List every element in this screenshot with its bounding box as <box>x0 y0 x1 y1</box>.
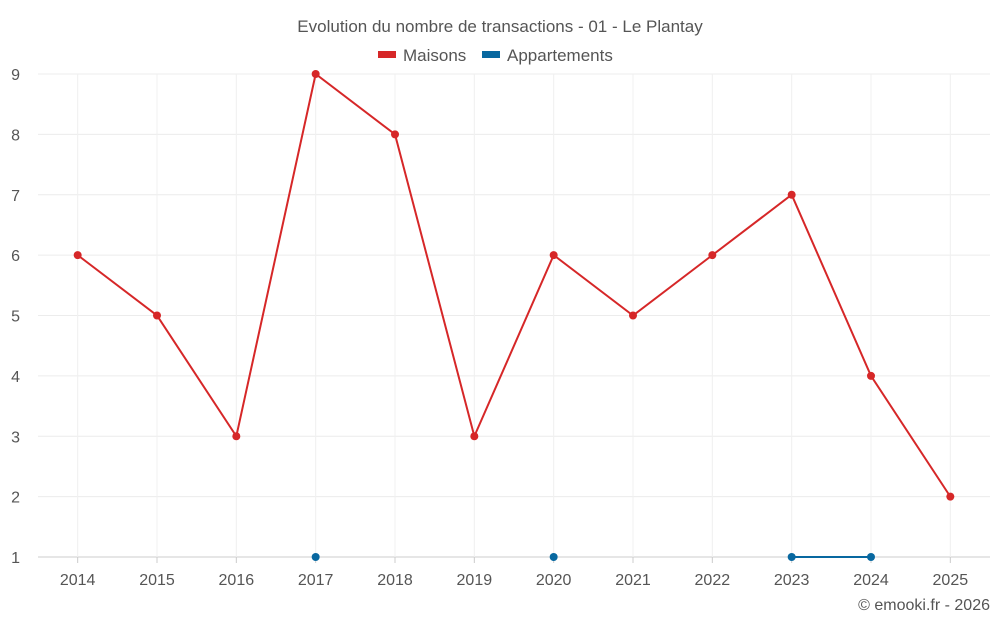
y-tick-label: 8 <box>11 127 20 144</box>
data-point <box>470 432 479 441</box>
data-point <box>867 553 875 561</box>
chart-title: Evolution du nombre de transactions - 01… <box>297 17 703 36</box>
series-group <box>73 70 955 561</box>
y-tick-label: 2 <box>11 490 20 507</box>
x-tick-label: 2025 <box>933 572 969 589</box>
data-point <box>391 130 399 139</box>
data-point <box>549 251 558 260</box>
y-tick-label: 7 <box>11 188 20 205</box>
data-point <box>787 190 796 199</box>
x-tick-label: 2021 <box>615 572 651 589</box>
x-tick-label: 2022 <box>695 572 731 589</box>
x-tick-label: 2017 <box>298 572 334 589</box>
data-point <box>311 70 320 78</box>
x-tick-label: 2024 <box>853 572 889 589</box>
x-tick-label: 2018 <box>377 572 413 589</box>
data-point <box>708 251 717 260</box>
x-tick-label: 2020 <box>536 572 572 589</box>
data-point <box>311 553 320 561</box>
x-tick-label: 2019 <box>457 572 493 589</box>
x-tick-label: 2016 <box>219 572 255 589</box>
legend-swatch <box>482 51 500 58</box>
data-point <box>629 311 637 320</box>
legend-label: Appartements <box>507 46 613 65</box>
data-point <box>787 553 796 561</box>
axes: 1 2 3 4 5 6 7 8 9 2014 2015 2016 2017 2018 2019 2020 202… <box>11 67 968 589</box>
data-point <box>153 311 161 320</box>
grid <box>38 73 990 558</box>
x-tick-label: 2023 <box>774 572 810 589</box>
data-point <box>549 553 558 561</box>
data-point <box>867 371 875 380</box>
y-tick-label: 6 <box>11 248 20 265</box>
legend-label: Maisons <box>403 46 466 65</box>
y-tick-label: 1 <box>11 550 20 567</box>
y-tick-label: 4 <box>11 369 20 386</box>
x-tick-label: 2015 <box>139 572 175 589</box>
y-tick-label: 9 <box>11 67 20 84</box>
series-maisons <box>73 70 955 501</box>
legend: Maisons Appartements <box>378 46 613 65</box>
data-point <box>232 432 241 441</box>
x-tick-label: 2014 <box>60 572 96 589</box>
credit-text: © emooki.fr - 2026 <box>858 597 990 614</box>
y-tick-label: 3 <box>11 429 20 446</box>
data-point <box>946 492 955 501</box>
legend-swatch <box>378 51 396 58</box>
y-tick-label: 5 <box>11 309 20 326</box>
series-appartements <box>311 553 875 561</box>
data-point <box>73 251 82 260</box>
series-line <box>77 72 952 498</box>
